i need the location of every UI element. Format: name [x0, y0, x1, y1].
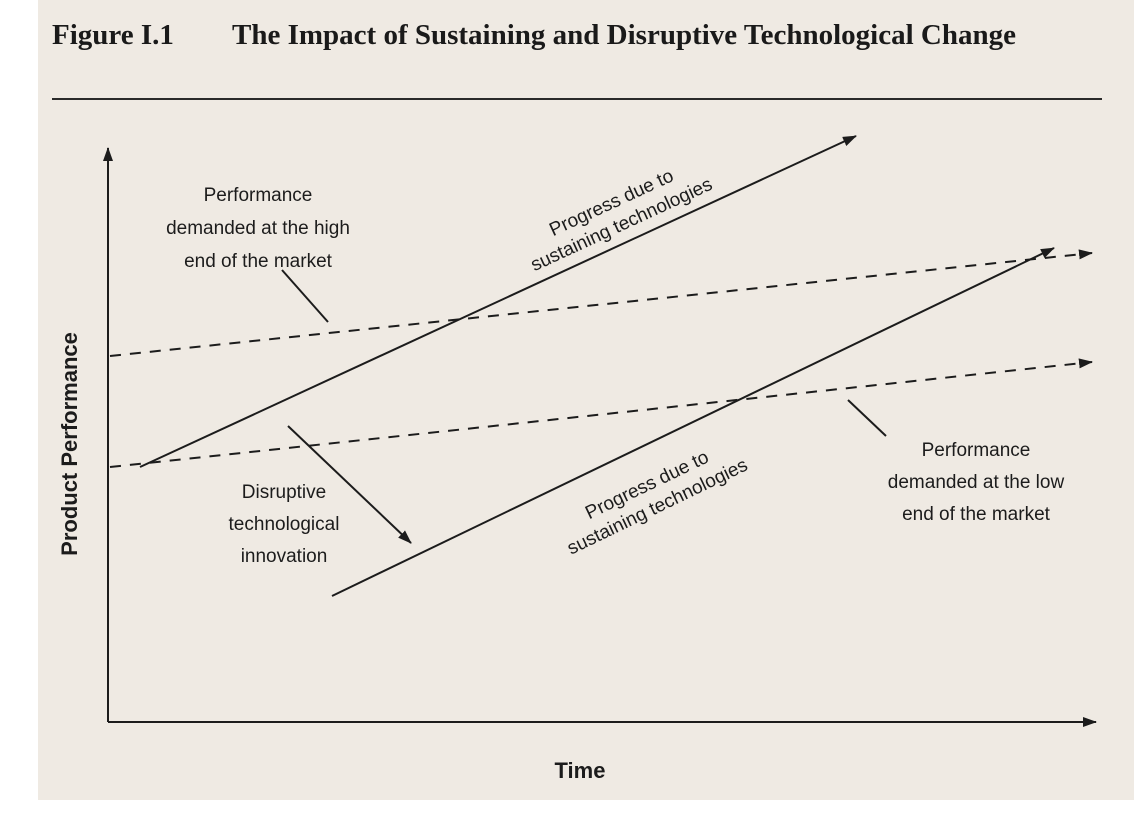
- low-end-demand-line-3: end of the market: [902, 504, 1051, 525]
- low-end-demand-label: Performance demanded at the low end of t…: [888, 440, 1065, 525]
- high-end-demand-line-3: end of the market: [184, 251, 333, 272]
- disruptive-line-1: Disruptive: [242, 482, 326, 503]
- x-axis-label: Time: [555, 758, 606, 783]
- high-end-demand-label: Performance demanded at the high end of …: [166, 185, 350, 272]
- high-end-demand-line: [109, 249, 1093, 357]
- lower-progress-line: [331, 247, 1055, 597]
- high-end-demand-line-2: demanded at the high: [166, 218, 350, 239]
- figure-number: Figure I.1: [52, 19, 174, 51]
- low-end-pointer: [847, 399, 887, 437]
- y-axis-label: Product Performance: [57, 332, 82, 556]
- book-page: [38, 0, 1134, 800]
- upper-progress-line: [139, 135, 857, 468]
- low-end-demand-line: [109, 358, 1093, 468]
- high-end-pointer: [281, 269, 329, 323]
- high-end-demand-line-1: Performance: [204, 185, 313, 206]
- low-end-demand-line-2: demanded at the low: [888, 472, 1065, 493]
- low-end-demand-line-1: Performance: [922, 440, 1031, 461]
- figure-title: The Impact of Sustaining and Disruptive …: [232, 19, 1016, 51]
- lower-progress-label: Progress due to sustaining technologies: [564, 447, 751, 559]
- disruptive-label: Disruptive technological innovation: [229, 482, 340, 567]
- header-rule: [52, 98, 1102, 100]
- disruptive-arrow: [287, 425, 412, 544]
- disruptive-line-2: technological: [229, 514, 340, 535]
- disruptive-line-3: innovation: [241, 546, 328, 567]
